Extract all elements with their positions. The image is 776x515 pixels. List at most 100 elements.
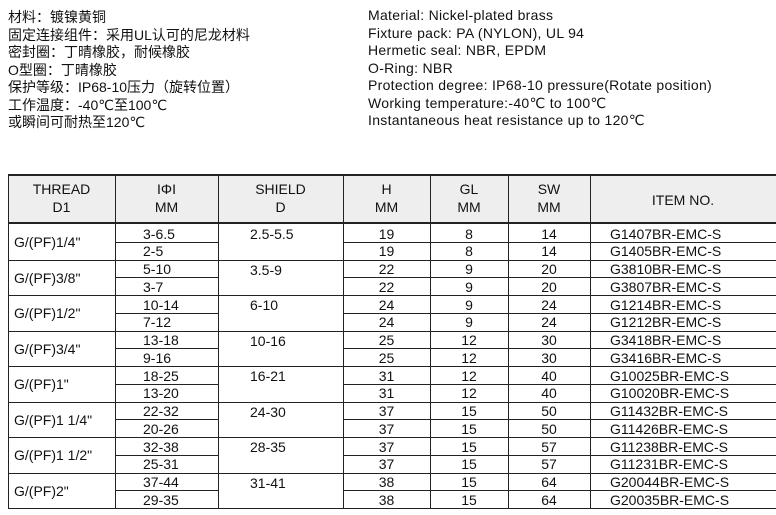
range-cell: 18-25 — [143, 367, 179, 384]
header-cell: GL — [459, 181, 479, 197]
header-cell: SHIELD — [255, 181, 306, 197]
value-cell: 15 — [461, 474, 477, 490]
value-cell: 24 — [541, 296, 557, 313]
value-cell: 24 — [541, 314, 557, 331]
thread-cell: G/(PF)3/8" — [14, 269, 81, 286]
item-cell: G11231BR-EMC-S — [610, 456, 729, 473]
value-cell: 24 — [378, 296, 395, 313]
value-cell: 15 — [461, 403, 477, 419]
range-cell: 13-20 — [143, 385, 179, 402]
value-cell: 22 — [378, 261, 395, 277]
item-cell: G1212BR-EMC-S — [610, 314, 722, 331]
shield-cell: 3.5-9 — [250, 261, 282, 278]
header-cell: MM — [457, 199, 481, 215]
header-cell: THREAD — [32, 181, 91, 197]
table-line — [115, 419, 218, 421]
shield-cell: 10-16 — [250, 332, 286, 349]
value-cell: 37 — [378, 420, 395, 437]
spec-en-line: Working temperature:-40℃ to 100℃ — [368, 94, 607, 111]
header-cell: MM — [154, 199, 179, 215]
spec-en-line: Hermetic seal: NBR, EPDM — [368, 42, 547, 58]
range-cell: 2-5 — [143, 243, 164, 260]
table-line — [8, 175, 9, 508]
spec-cn-line: 固定连接组件：采用UL认可的尼龙材料 — [8, 26, 250, 43]
value-cell: 12 — [461, 385, 477, 402]
value-cell: 50 — [541, 403, 557, 419]
value-cell: 12 — [461, 349, 477, 366]
table-line — [508, 175, 509, 508]
value-cell: 64 — [541, 491, 557, 508]
value-cell: 8 — [465, 225, 473, 242]
value-cell: 19 — [378, 225, 395, 242]
table-line — [8, 366, 776, 367]
thread-cell: G/(PF)3/4" — [14, 340, 81, 357]
table-line — [590, 175, 591, 508]
value-cell: 20 — [541, 261, 557, 277]
table-line — [115, 348, 218, 350]
value-cell: 14 — [541, 243, 557, 260]
table-line — [343, 312, 776, 314]
thread-cell: G/(PF)1/2" — [14, 305, 81, 321]
table-line — [8, 437, 776, 438]
value-cell: 40 — [541, 367, 557, 384]
range-cell: 7-12 — [143, 314, 172, 331]
range-cell: 10-14 — [143, 296, 179, 313]
value-cell: 15 — [461, 420, 477, 437]
table-line — [343, 419, 776, 421]
value-cell: 15 — [461, 456, 477, 473]
value-cell: 25 — [378, 332, 395, 348]
value-cell: 30 — [541, 332, 557, 348]
item-cell: G11426BR-EMC-S — [610, 420, 729, 437]
value-cell: 9 — [465, 296, 473, 313]
value-cell: 15 — [461, 438, 477, 455]
item-cell: G1405BR-EMC-S — [610, 243, 722, 260]
value-cell: 19 — [378, 243, 395, 260]
value-cell: 22 — [378, 278, 395, 295]
header-cell: MM — [537, 199, 561, 215]
table-line — [343, 277, 776, 279]
table-line — [8, 330, 776, 332]
value-cell: 8 — [465, 243, 473, 260]
value-cell: 9 — [465, 314, 473, 331]
item-cell: G10020BR-EMC-S — [610, 385, 730, 402]
header-cell: D1 — [52, 199, 71, 215]
value-cell: 57 — [541, 456, 557, 473]
shield-cell: 6-10 — [250, 297, 279, 313]
spec-en-line: Instantaneous heat resistance up to 120℃ — [368, 112, 645, 128]
value-cell: 37 — [378, 456, 395, 473]
value-cell: 24 — [378, 314, 395, 331]
range-cell: 22-32 — [143, 403, 179, 419]
range-cell: 3-7 — [143, 278, 164, 295]
value-cell: 12 — [461, 332, 477, 348]
thread-cell: G/(PF)1" — [14, 376, 69, 392]
value-cell: 37 — [378, 403, 395, 419]
item-cell: G3418BR-EMC-S — [610, 332, 722, 348]
range-cell: 13-18 — [143, 332, 179, 348]
range-cell: 37-44 — [143, 474, 179, 490]
header-cell: D — [275, 199, 286, 215]
table-line — [115, 383, 218, 385]
spec-en-line: Material: Nickel-plated brass — [368, 7, 554, 23]
value-cell: 9 — [465, 261, 473, 277]
spec-cn-line: 保护等级：IP68-10压力（旋转位置） — [8, 79, 240, 95]
table-line — [343, 348, 776, 350]
header-cell: MM — [374, 199, 399, 215]
range-cell: 9-16 — [143, 349, 172, 366]
range-cell: 20-26 — [143, 420, 179, 437]
value-cell: 50 — [541, 420, 557, 437]
item-cell: G1214BR-EMC-S — [610, 296, 722, 313]
spec-en-line: Protection degree: IP68-10 pressure(Rota… — [368, 77, 713, 93]
table-line — [115, 490, 218, 492]
shield-cell: 28-35 — [250, 439, 286, 455]
spec-en-line: Fixture pack: PA (NYLON), UL 94 — [368, 24, 585, 41]
item-cell: G10025BR-EMC-S — [610, 367, 730, 384]
spec-cn-line: O型圈：丁晴橡胶 — [8, 61, 117, 78]
value-cell: 14 — [541, 225, 557, 242]
value-cell: 38 — [378, 474, 395, 490]
value-cell: 15 — [461, 491, 477, 508]
header-cell: ΙΦΙ — [157, 181, 176, 197]
value-cell: 40 — [541, 385, 557, 402]
header-cell: SW — [537, 181, 561, 197]
item-cell: G11238BR-EMC-S — [610, 438, 729, 455]
